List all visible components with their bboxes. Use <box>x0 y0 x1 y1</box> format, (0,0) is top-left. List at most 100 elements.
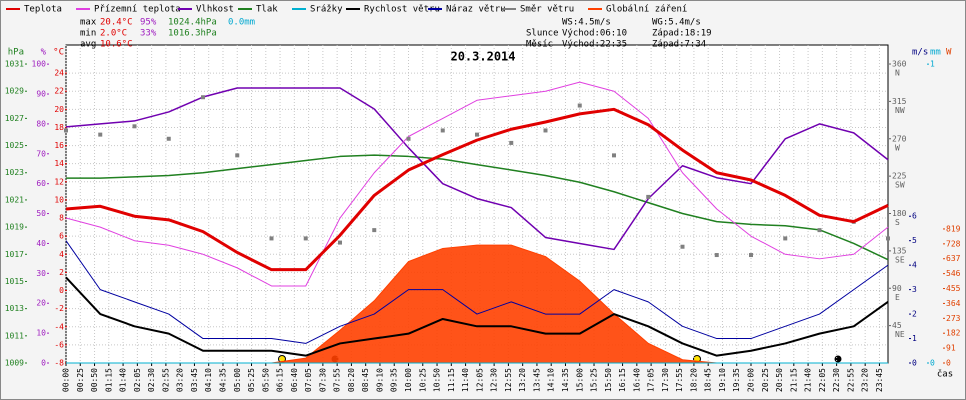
y-tick-label: 91 <box>946 344 956 353</box>
x-tick-label: 11:15 <box>447 368 456 392</box>
direction-point <box>269 236 274 241</box>
x-tick-label: 08:20 <box>347 368 356 392</box>
y-tick-label: 90 <box>36 90 46 99</box>
x-tick-label: 07:55 <box>333 368 342 392</box>
y-tick-label: 3 <box>912 285 917 294</box>
info-text: Východ:22:35 <box>562 40 627 50</box>
y-tick-label: 637 <box>946 254 961 263</box>
x-tick-label: 04:35 <box>218 368 227 392</box>
direction-point <box>612 153 616 158</box>
axis-unit: °C <box>53 48 64 58</box>
y-tick-label: 20 <box>54 105 64 114</box>
x-tick-label: 14:10 <box>547 368 556 392</box>
series-line <box>65 107 889 272</box>
legend-label: Náraz větru <box>446 5 506 15</box>
x-tick-label: 09:10 <box>375 368 384 392</box>
x-axis-label: čas <box>937 369 953 380</box>
x-tick-label: 17:30 <box>661 368 670 392</box>
direction-point <box>475 132 479 137</box>
info-text: 1016.3hPa <box>168 29 217 39</box>
x-tick-label: 16:15 <box>618 368 627 392</box>
y-tick-label: 2 <box>912 310 917 319</box>
x-tick-label: 12:05 <box>475 368 484 392</box>
y-tick-name: SW <box>895 181 905 190</box>
y-tick-label: 0 <box>946 359 951 368</box>
series <box>64 81 890 364</box>
y-tick-label: 50 <box>36 209 46 218</box>
y-tick-label: 728 <box>946 239 961 248</box>
y-tick-name: W <box>895 143 900 152</box>
x-tick-label: 17:55 <box>675 368 684 392</box>
info-text: 10.6°C <box>100 40 133 50</box>
y-tick-label: 315 <box>892 97 907 106</box>
x-tick-label: 03:20 <box>176 368 185 392</box>
y-tick-label: 0 <box>59 286 64 295</box>
y-tick-label: -6 <box>54 340 64 349</box>
x-tick-label: 15:50 <box>604 368 613 392</box>
x-tick-label: 17:05 <box>647 368 656 392</box>
info-text: Měsíc <box>526 40 553 50</box>
x-tick-label: 06:15 <box>276 368 285 392</box>
y-tick-label: 1031 <box>5 60 24 69</box>
y-tick-name: S <box>895 218 900 227</box>
info-text: 33% <box>140 29 157 39</box>
direction-point <box>509 140 514 145</box>
y-tick-label: 10 <box>54 195 64 204</box>
x-tick-label: 21:15 <box>789 368 798 392</box>
series-line <box>66 154 889 261</box>
y-tick-label: 1013 <box>5 304 24 313</box>
y-tick-label: 5 <box>912 236 917 245</box>
y-tick-label: 270 <box>892 134 907 143</box>
direction-point <box>201 95 205 100</box>
y-tick-name: SE <box>895 255 905 264</box>
legend-label: Teplota <box>24 5 62 15</box>
y-tick-label: 8 <box>59 214 64 223</box>
x-tick-label: 11:40 <box>461 368 470 392</box>
x-tick-label: 02:30 <box>147 368 156 392</box>
info-text: min <box>80 29 96 39</box>
x-tick-label: 16:40 <box>632 368 641 392</box>
y-tick-label: 1023 <box>5 168 24 177</box>
y-tick-label: 1015 <box>5 277 24 286</box>
y-tick-label: 135 <box>892 246 907 255</box>
x-tick-label: 10:00 <box>404 368 413 392</box>
y-tick-label: 182 <box>946 329 961 338</box>
legend-label: Rychlost větru <box>364 5 440 15</box>
info-text: Západ:18:19 <box>652 29 712 39</box>
axis-unit: m/s <box>912 48 928 58</box>
x-tick-label: 18:45 <box>704 368 713 392</box>
direction-point <box>338 240 342 245</box>
direction-point <box>714 253 719 258</box>
info-text: WG:5.4m/s <box>652 18 701 28</box>
y-tick-label: 1017 <box>5 250 24 259</box>
y-tick-label: 6 <box>912 212 917 221</box>
x-tick-label: 19:10 <box>718 368 727 392</box>
x-tick-label: 02:05 <box>133 368 142 392</box>
x-tick-label: 18:20 <box>689 368 698 392</box>
x-tick-label: 10:25 <box>418 368 427 392</box>
direction-point <box>749 253 753 258</box>
y-tick-label: 12 <box>54 177 64 186</box>
series-line <box>65 81 889 287</box>
info-text: Západ:7:34 <box>652 40 706 50</box>
x-tick-label: 01:15 <box>104 368 113 392</box>
axis-unit: W <box>946 48 952 58</box>
x-tick-label: 07:30 <box>318 368 327 392</box>
x-tick-label: 06:40 <box>290 368 299 392</box>
y-tick-label: 1009 <box>5 359 24 368</box>
x-tick-label: 20:25 <box>761 368 770 392</box>
y-tick-label: 1 <box>912 334 917 343</box>
y-tick-label: 16 <box>54 141 64 150</box>
info-text: 2.0°C <box>100 29 127 39</box>
y-tick-label: 225 <box>892 172 907 181</box>
y-tick-label: 180 <box>892 209 907 218</box>
x-tick-label: 10:50 <box>433 368 442 392</box>
y-tick-label: 364 <box>946 299 961 308</box>
direction-point <box>166 136 171 141</box>
moonrise-icon <box>834 355 842 363</box>
x-tick-label: 05:50 <box>261 368 270 392</box>
y-tick-label: 1019 <box>5 223 24 232</box>
y-tick-label: 80 <box>36 119 46 128</box>
x-tick-label: 05:25 <box>247 368 256 392</box>
x-tick-label: 07:05 <box>304 368 313 392</box>
